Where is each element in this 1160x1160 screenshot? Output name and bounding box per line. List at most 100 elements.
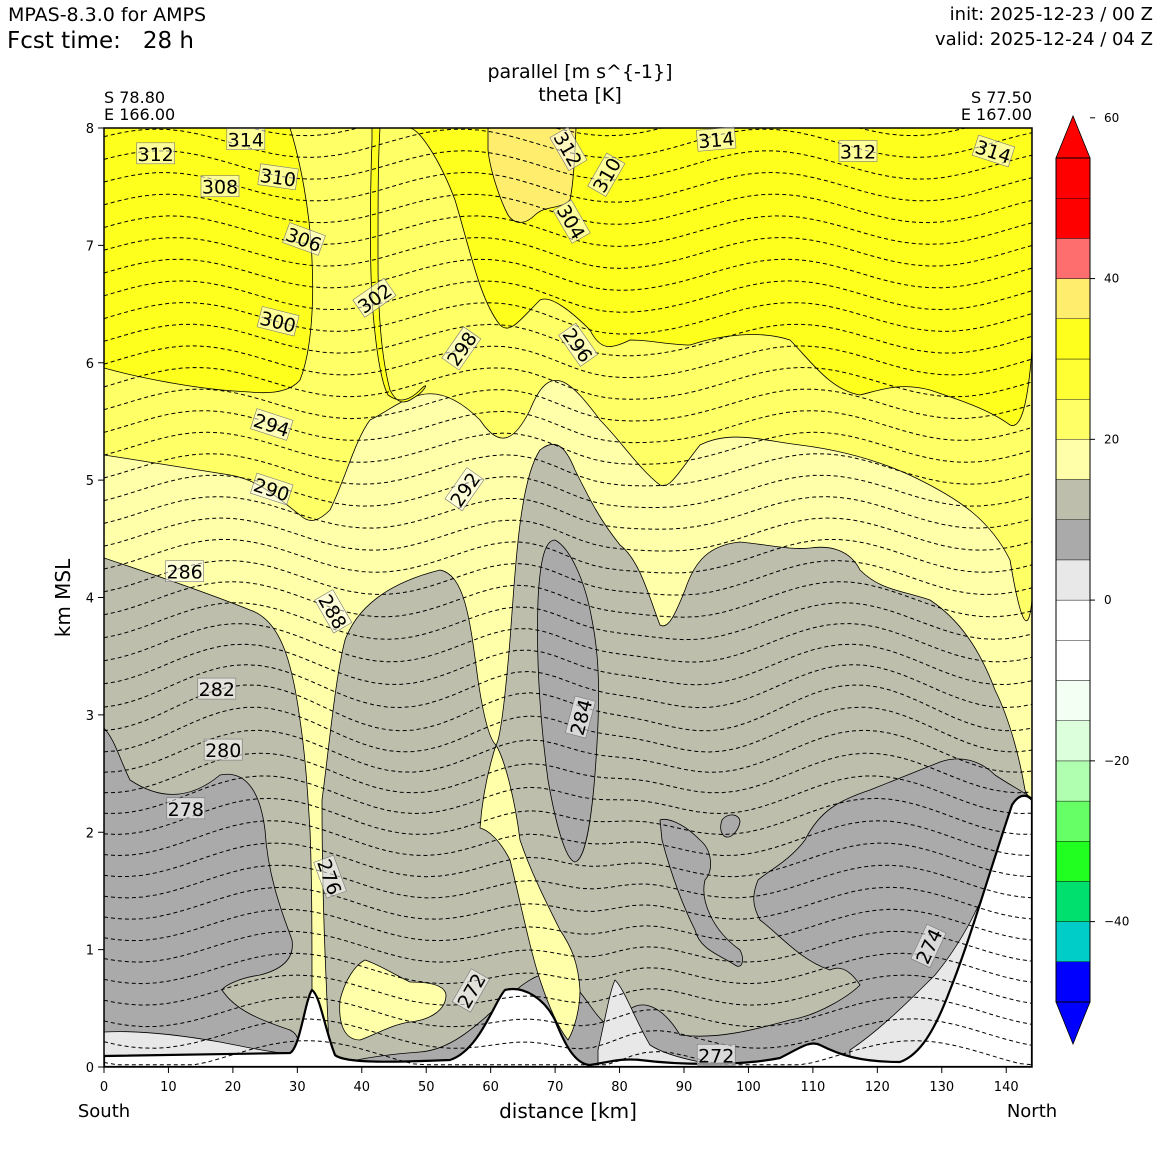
- contour-label-box: [441, 326, 482, 371]
- contour-label-text: 282: [199, 679, 235, 701]
- theta-isentrope: [104, 996, 1032, 1028]
- y-tick-label: 3: [86, 709, 94, 724]
- theta-isentrope: [104, 1018, 1032, 1050]
- contour-label-box: [313, 854, 347, 899]
- x-tick-label: 0: [100, 1080, 108, 1095]
- colorbar-segment: [1055, 720, 1091, 762]
- right-endpoint-lon: E 167.00: [961, 105, 1032, 124]
- colorbar-segment: [1055, 760, 1091, 802]
- contour-label-box: [203, 738, 243, 761]
- colorbar-segment: [1055, 800, 1091, 842]
- x-tick-label: 70: [547, 1080, 564, 1095]
- contour-label-text: 278: [168, 799, 204, 821]
- contour-label-box: [558, 322, 599, 367]
- contour-label: 282: [197, 677, 237, 701]
- contour-label: 312: [136, 142, 175, 166]
- band-25-30-pocket: [339, 959, 447, 1041]
- contour-label-text: 286: [166, 562, 202, 584]
- theta-isentrope: [104, 323, 1032, 357]
- left-endpoint-dir: South: [78, 1101, 130, 1122]
- x-tick-label: 20: [225, 1080, 242, 1095]
- colorbar-segment: [1055, 157, 1091, 199]
- y-tick-label: 1: [86, 944, 94, 959]
- colorbar-over-arrow: [1055, 114, 1091, 159]
- theta-isentrope: [104, 664, 1032, 709]
- colorbar-segment: [1055, 921, 1091, 962]
- valid-time: valid: 2025-12-24 / 04 Z: [935, 29, 1153, 50]
- contour-label-text: 310: [258, 165, 297, 192]
- y-tick-label: 0: [86, 1061, 94, 1076]
- contour-label: 314: [695, 126, 737, 153]
- theta-isentrope: [104, 560, 1032, 596]
- contour-label-box: [838, 140, 878, 162]
- band-white-valley: [597, 979, 701, 1067]
- colorbar-tick-label: 40: [1104, 272, 1119, 286]
- contour-label-text: 308: [202, 177, 238, 199]
- theta-isentrope: [104, 974, 1032, 1006]
- theta-isentrope: [104, 729, 1032, 773]
- theta-isentrope: [104, 820, 1032, 857]
- contour-label-text: 314: [228, 130, 264, 152]
- colorbar-segment: [1055, 398, 1091, 440]
- theta-isentrope: [104, 517, 1032, 552]
- colorbar-segment: [1055, 599, 1091, 641]
- band-15-20-core: [537, 539, 600, 863]
- theta-isentrope: [104, 366, 1032, 400]
- contour-label: 278: [166, 797, 206, 821]
- contour-label: 312: [549, 126, 588, 171]
- contour-label: 310: [257, 163, 299, 192]
- x-tick-label: 40: [354, 1080, 371, 1095]
- fcst-label: Fcst time:: [7, 28, 121, 54]
- contour-label-box: [166, 797, 206, 820]
- contour-label-box: [250, 408, 294, 441]
- terrain-fill: [104, 794, 1032, 1067]
- theta-isentrope: [104, 474, 1032, 508]
- colorbar-tick-label: −40: [1104, 915, 1129, 929]
- model-title: MPAS-8.3.0 for AMPS: [8, 4, 207, 26]
- theta-isentrope: [104, 775, 1032, 815]
- theta-isentrope: [104, 237, 1032, 269]
- colorbar-segment: [1055, 881, 1091, 922]
- colorbar-segment: [1055, 519, 1091, 561]
- contour-label: 286: [165, 560, 204, 584]
- colorbar-frame: [1055, 157, 1091, 1003]
- x-tick-label: 30: [289, 1080, 306, 1095]
- contour-label-box: [165, 560, 204, 583]
- x-tick-label: 130: [929, 1080, 954, 1095]
- x-tick-label: 80: [611, 1080, 628, 1095]
- theta-isentrope: [104, 388, 1032, 422]
- contour-label: 312: [838, 140, 878, 164]
- theta-isentrope: [104, 128, 1032, 159]
- chart-title-line1: parallel [m s^{-1}]: [487, 61, 672, 83]
- fcst-value: 28 h: [142, 28, 194, 54]
- forecast-time: Fcst time: 28 h: [7, 28, 194, 54]
- theta-isentrope: [104, 952, 1032, 985]
- left-endpoint-lat: S 78.80: [104, 88, 165, 107]
- contour-label-box: [226, 128, 266, 150]
- contour-label-box: [587, 152, 626, 197]
- y-axis-ticks: 0 1 2 3 4 5 6 7 8: [86, 122, 104, 1076]
- init-time: init: 2025-12-23 / 00 Z: [949, 4, 1153, 25]
- y-tick-label: 2: [86, 826, 94, 841]
- contour-label-box: [250, 472, 294, 506]
- colorbar-tick-label: 20: [1104, 432, 1119, 446]
- theta-isentrope: [104, 431, 1032, 465]
- contour-label-box: [200, 175, 240, 197]
- theta-isentrope: [104, 345, 1032, 379]
- contour-label-box: [352, 277, 397, 318]
- x-tick-label: 50: [418, 1080, 435, 1095]
- right-endpoint-lat: S 77.50: [971, 88, 1032, 107]
- theta-isentrope: [104, 410, 1032, 444]
- contour-label: 314: [226, 128, 266, 152]
- contour-label-box: [256, 306, 300, 337]
- colorbar-segment: [1055, 479, 1091, 520]
- colorbar: −40 −20 0 20 40 60: [1055, 111, 1129, 1046]
- colorbar-segment: [1055, 439, 1091, 480]
- contour-label-text: 280: [205, 740, 241, 762]
- contour-label-box: [314, 589, 353, 634]
- colorbar-segment: [1055, 358, 1091, 400]
- colorbar-segment: [1055, 197, 1091, 239]
- x-tick-label: 90: [676, 1080, 693, 1095]
- theta-isentrope: [104, 171, 1032, 203]
- x-tick-label: 100: [736, 1080, 761, 1095]
